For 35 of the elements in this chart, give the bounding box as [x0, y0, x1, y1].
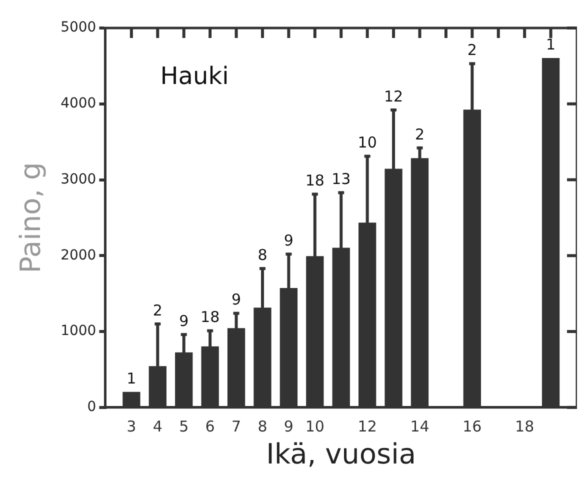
- annotation: 9: [284, 232, 294, 250]
- annotation: 8: [258, 246, 268, 264]
- y-tick-label: 3000: [60, 171, 96, 188]
- x-tick-label: 5: [179, 417, 189, 436]
- x-tick-label: 3: [126, 417, 136, 436]
- x-tick-label: 18: [515, 417, 534, 436]
- annotation: 2: [152, 301, 162, 320]
- annotation: 10: [358, 134, 377, 152]
- annotation: 9: [232, 290, 242, 309]
- y-tick-label: 4000: [60, 96, 96, 112]
- x-tick-label: 14: [410, 417, 430, 436]
- annotation: 1: [546, 36, 556, 54]
- annotation: 18: [305, 172, 324, 190]
- x-tick-label: 12: [358, 417, 377, 436]
- annotation: 2: [467, 41, 477, 60]
- annotation: 1: [126, 370, 136, 388]
- annotation: 12: [384, 87, 404, 106]
- x-tick-label: 9: [284, 417, 294, 436]
- y-tick-label: 5000: [60, 20, 96, 36]
- annotation: 9: [179, 312, 189, 330]
- x-tick-label: 10: [305, 417, 324, 436]
- x-axis-title: Ikä, vuosia: [266, 437, 416, 470]
- y-tick-label: 0: [87, 399, 96, 416]
- x-tick-label: 8: [258, 417, 268, 436]
- annotation: 18: [200, 308, 220, 326]
- x-tick-label: 16: [462, 417, 482, 436]
- y-axis-title: Paino, g: [14, 162, 48, 274]
- text: Hauki: [160, 62, 229, 90]
- x-tick-label: 4: [152, 417, 162, 436]
- y-tick-label: 2000: [60, 247, 96, 264]
- x-tick-label: 6: [205, 417, 215, 436]
- x-tick-label: 7: [232, 417, 242, 436]
- y-tick-label: 1000: [60, 323, 96, 340]
- annotation: 2: [414, 125, 425, 144]
- annotation: 13: [332, 170, 351, 188]
